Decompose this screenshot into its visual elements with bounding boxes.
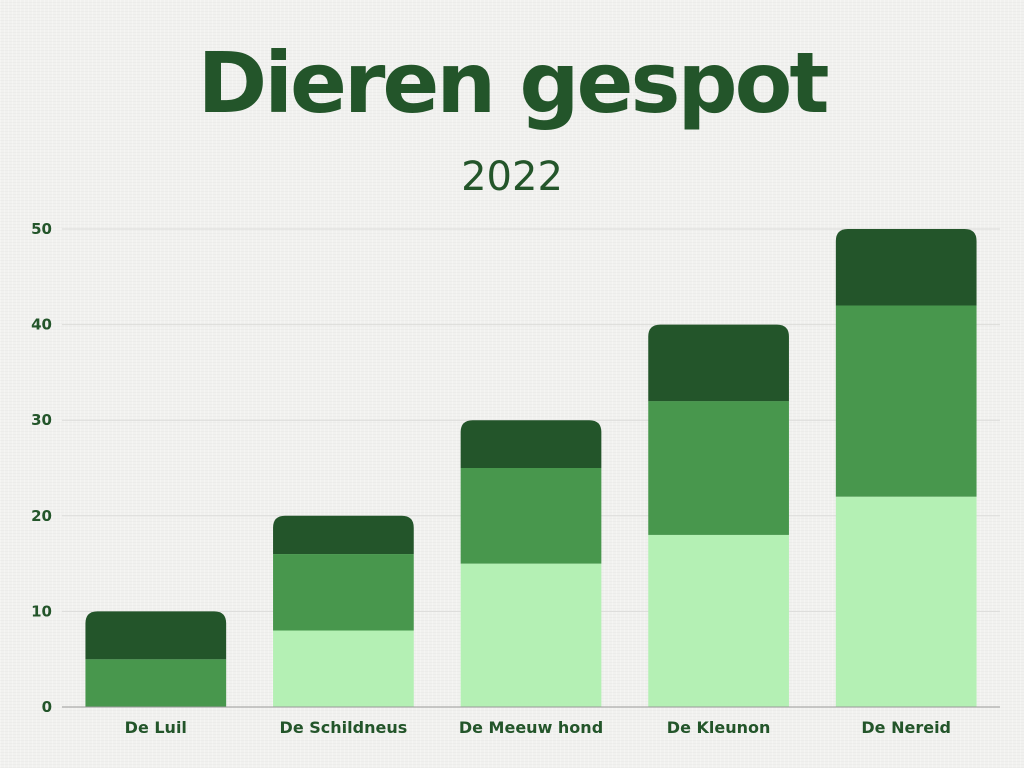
- bar-group: [835, 229, 977, 707]
- bar-segment: [273, 515, 414, 555]
- bar-segment: [273, 630, 414, 707]
- y-tick-label: 10: [31, 602, 52, 620]
- bar-group: [85, 611, 227, 707]
- bar-segment: [460, 468, 602, 564]
- bar-segment: [648, 401, 789, 535]
- chart-subtitle: 2022: [461, 154, 563, 200]
- bar-segment: [835, 229, 977, 306]
- bar-segment: [85, 611, 227, 660]
- bar-segment: [648, 534, 789, 707]
- chart-title: Dieren gespot: [197, 34, 828, 132]
- bars: [85, 229, 977, 707]
- bar-group: [460, 420, 602, 707]
- bar-group: [648, 324, 789, 707]
- bar-segment: [460, 420, 602, 468]
- x-category-label: De Nereid: [861, 718, 951, 737]
- x-category-label: De Kleunon: [667, 718, 771, 737]
- y-tick-label: 20: [31, 507, 52, 525]
- bar-group: [273, 515, 414, 707]
- bar-segment: [835, 305, 977, 497]
- x-category-label: De Meeuw hond: [459, 718, 603, 737]
- bar-segment: [85, 659, 227, 707]
- y-tick-label: 0: [42, 698, 52, 716]
- x-category-label: De Luil: [125, 718, 187, 737]
- bar-segment: [835, 496, 977, 707]
- x-category-label: De Schildneus: [280, 718, 408, 737]
- axes: 0 10 20 30 40 50 De Luil De Schildneus De Meeuw …: [31, 220, 1000, 737]
- y-tick-label: 30: [31, 411, 52, 429]
- bar-segment: [273, 554, 414, 631]
- bar-segment: [648, 324, 789, 402]
- y-tick-label: 40: [31, 316, 52, 334]
- bar-segment: [460, 563, 602, 707]
- y-tick-label: 50: [31, 220, 52, 238]
